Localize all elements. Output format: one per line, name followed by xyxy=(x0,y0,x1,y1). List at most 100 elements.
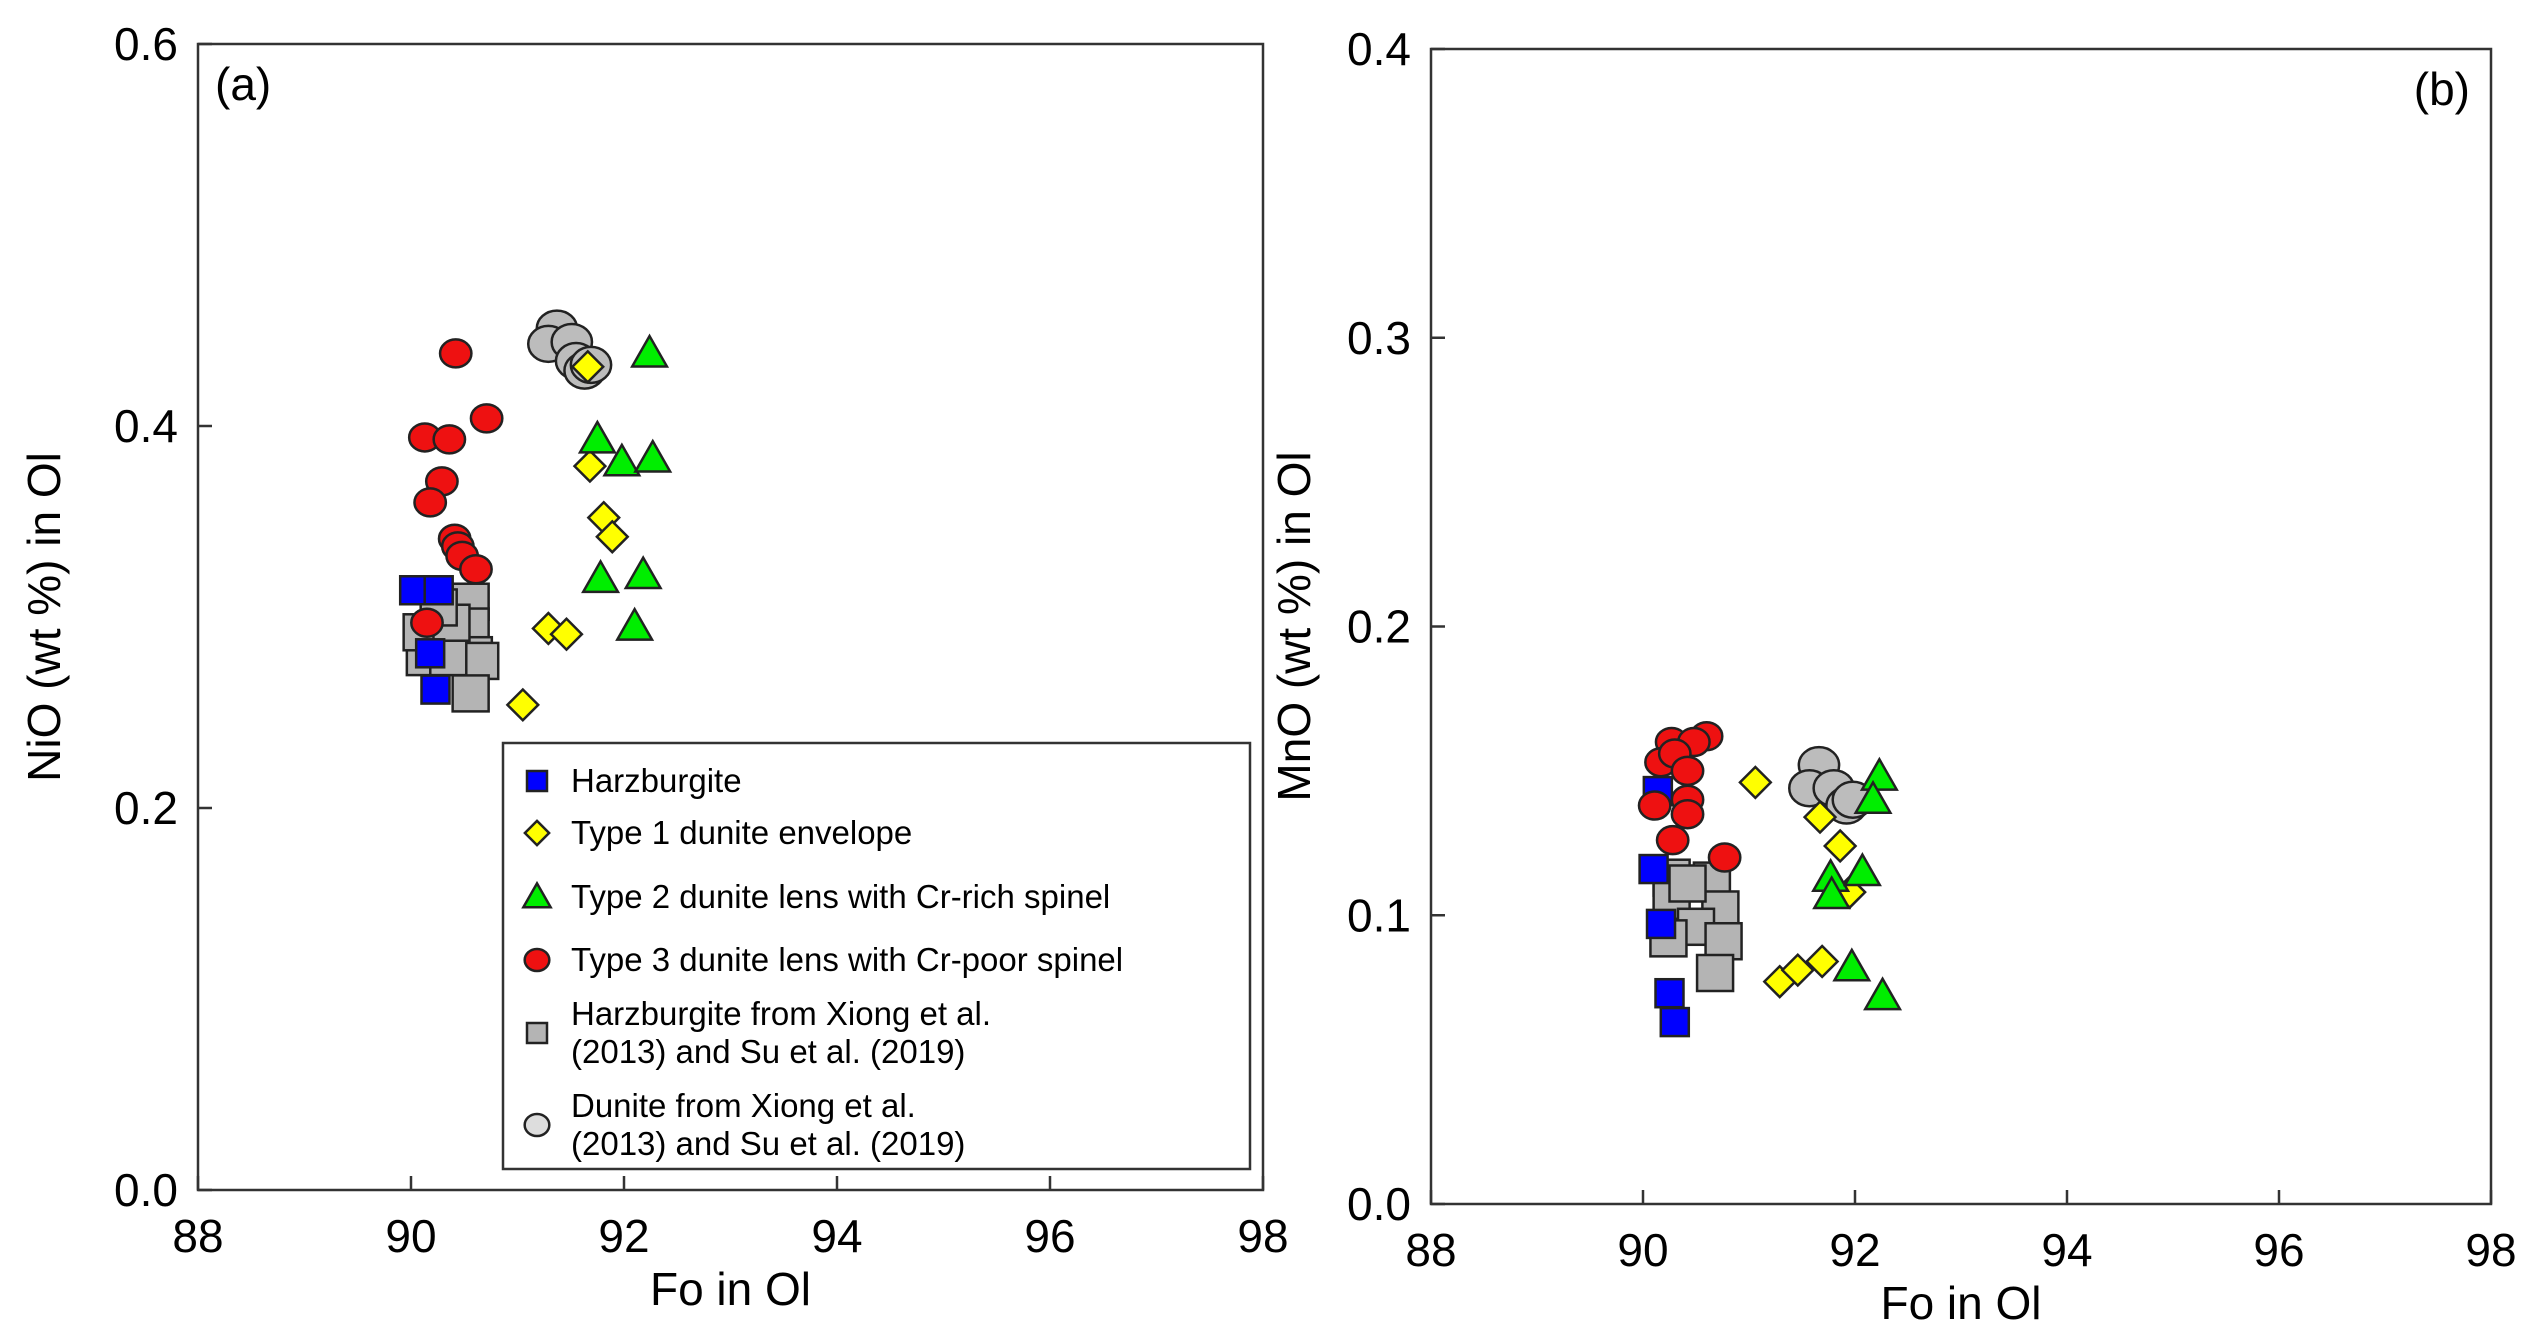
panel-label: (b) xyxy=(2414,63,2470,115)
y-axis-title: NiO (wt %) in Ol xyxy=(18,452,70,782)
plot-frame xyxy=(196,42,1265,1192)
data-point xyxy=(423,575,454,606)
series-circle xyxy=(526,309,613,390)
data-point xyxy=(1659,1006,1691,1038)
x-tick-label: 98 xyxy=(1237,1210,1288,1262)
data-point xyxy=(469,403,504,434)
x-tick-label: 88 xyxy=(1405,1224,1456,1276)
data-point xyxy=(459,554,493,585)
data-point xyxy=(1707,842,1742,873)
y-tick-label: 0.2 xyxy=(1347,601,1411,653)
legend-label: (2013) and Su et al. (2019) xyxy=(571,1033,965,1070)
legend-label: (2013) and Su et al. (2019) xyxy=(571,1125,965,1162)
data-point xyxy=(549,617,584,652)
y-tick-label: 0.2 xyxy=(114,782,178,834)
legend-box xyxy=(501,741,1252,1171)
legend-marker-triangle xyxy=(521,880,553,909)
data-point xyxy=(460,641,500,681)
data-point xyxy=(1842,852,1882,887)
data-point xyxy=(1668,864,1707,903)
data-point xyxy=(1695,953,1735,993)
data-point xyxy=(1670,798,1705,830)
legend-marker-square xyxy=(525,769,549,793)
x-tick-label: 90 xyxy=(385,1210,436,1262)
legend-label: Harzburgite from Xiong et al. xyxy=(571,995,991,1032)
x-tick-label: 90 xyxy=(1617,1224,1668,1276)
x-tick-label: 94 xyxy=(811,1210,862,1262)
x-tick-label: 98 xyxy=(2465,1224,2516,1276)
data-point xyxy=(1645,908,1677,940)
y-tick-label: 0.6 xyxy=(114,18,178,70)
x-tick-label: 96 xyxy=(2253,1224,2304,1276)
data-point xyxy=(1853,779,1893,815)
legend-label: Type 3 dunite lens with Cr-poor spinel xyxy=(571,941,1123,978)
data-point xyxy=(420,674,451,705)
x-tick-label: 92 xyxy=(1829,1224,1880,1276)
data-point xyxy=(1832,947,1872,982)
data-point xyxy=(1812,875,1852,910)
plot-frame xyxy=(1429,47,2493,1206)
data-point xyxy=(1859,756,1899,791)
data-point xyxy=(1804,944,1840,979)
data-point xyxy=(413,487,448,518)
data-point xyxy=(1670,755,1705,787)
data-point xyxy=(577,419,617,454)
x-tick-label: 92 xyxy=(598,1210,649,1262)
y-tick-label: 0.0 xyxy=(114,1164,178,1216)
data-point xyxy=(1822,828,1858,864)
data-point xyxy=(1704,921,1743,961)
data-point xyxy=(414,638,446,669)
panel-label: (a) xyxy=(215,58,271,110)
y-tick-label: 0.4 xyxy=(114,400,178,452)
y-tick-label: 0.4 xyxy=(1347,23,1411,75)
data-point xyxy=(633,438,673,473)
legend-marker-circle xyxy=(523,947,551,973)
series-triangle xyxy=(1811,756,1903,1011)
panel-b: 88 90 92 94 96 98 0.0 0.1 0.2 0.3 0.4 Fo in Ol MnO (… xyxy=(1268,23,2517,1329)
legend-marker-diamond xyxy=(523,819,551,847)
data-point xyxy=(623,555,663,590)
legend-marker-square xyxy=(525,1021,549,1045)
data-point xyxy=(410,607,444,638)
data-point xyxy=(615,606,655,641)
series-triangle xyxy=(577,333,673,641)
data-point xyxy=(1655,824,1690,856)
data-point xyxy=(630,333,670,368)
data-point xyxy=(1638,853,1669,885)
series-circle xyxy=(407,338,504,638)
y-tick-label: 0.1 xyxy=(1347,889,1411,941)
x-axis-title: Fo in Ol xyxy=(650,1263,811,1315)
data-point xyxy=(595,519,630,554)
series-square xyxy=(398,575,454,705)
data-point xyxy=(1738,765,1773,800)
data-point xyxy=(438,338,473,369)
x-axis-title: Fo in Ol xyxy=(1880,1277,2041,1329)
legend-label: Dunite from Xiong et al. xyxy=(571,1087,916,1124)
y-tick-label: 0.3 xyxy=(1347,312,1411,364)
legend-label: Harzburgite xyxy=(571,762,742,799)
x-tick-label: 96 xyxy=(1024,1210,1075,1262)
panel-a: 88 90 92 94 96 98 0.0 0.2 0.4 0.6 Fo in Ol NiO (wt … xyxy=(18,18,1289,1315)
data-point xyxy=(572,448,608,484)
x-tick-label: 88 xyxy=(172,1210,223,1262)
data-point xyxy=(1654,977,1685,1009)
data-point xyxy=(1863,976,1903,1011)
data-point xyxy=(570,349,605,384)
data-point xyxy=(1780,952,1815,988)
legend-label: Type 2 dunite lens with Cr-rich spinel xyxy=(571,878,1110,915)
data-point xyxy=(432,424,467,455)
legend: Harzburgite Type 1 dunite envelope Type 2 … xyxy=(501,741,1252,1171)
legend-label: Type 1 dunite envelope xyxy=(571,814,912,851)
x-tick-label: 94 xyxy=(2041,1224,2092,1276)
data-point xyxy=(1802,799,1838,835)
series-circle xyxy=(1637,720,1742,873)
series-diamond xyxy=(505,349,630,723)
legend-marker-circle xyxy=(523,1112,551,1138)
y-tick-label: 0.0 xyxy=(1347,1178,1411,1230)
data-point xyxy=(602,442,642,477)
y-axis-title: MnO (wt %) in Ol xyxy=(1268,451,1320,801)
data-point xyxy=(581,558,621,594)
data-point xyxy=(451,674,490,713)
data-point xyxy=(1637,790,1672,821)
